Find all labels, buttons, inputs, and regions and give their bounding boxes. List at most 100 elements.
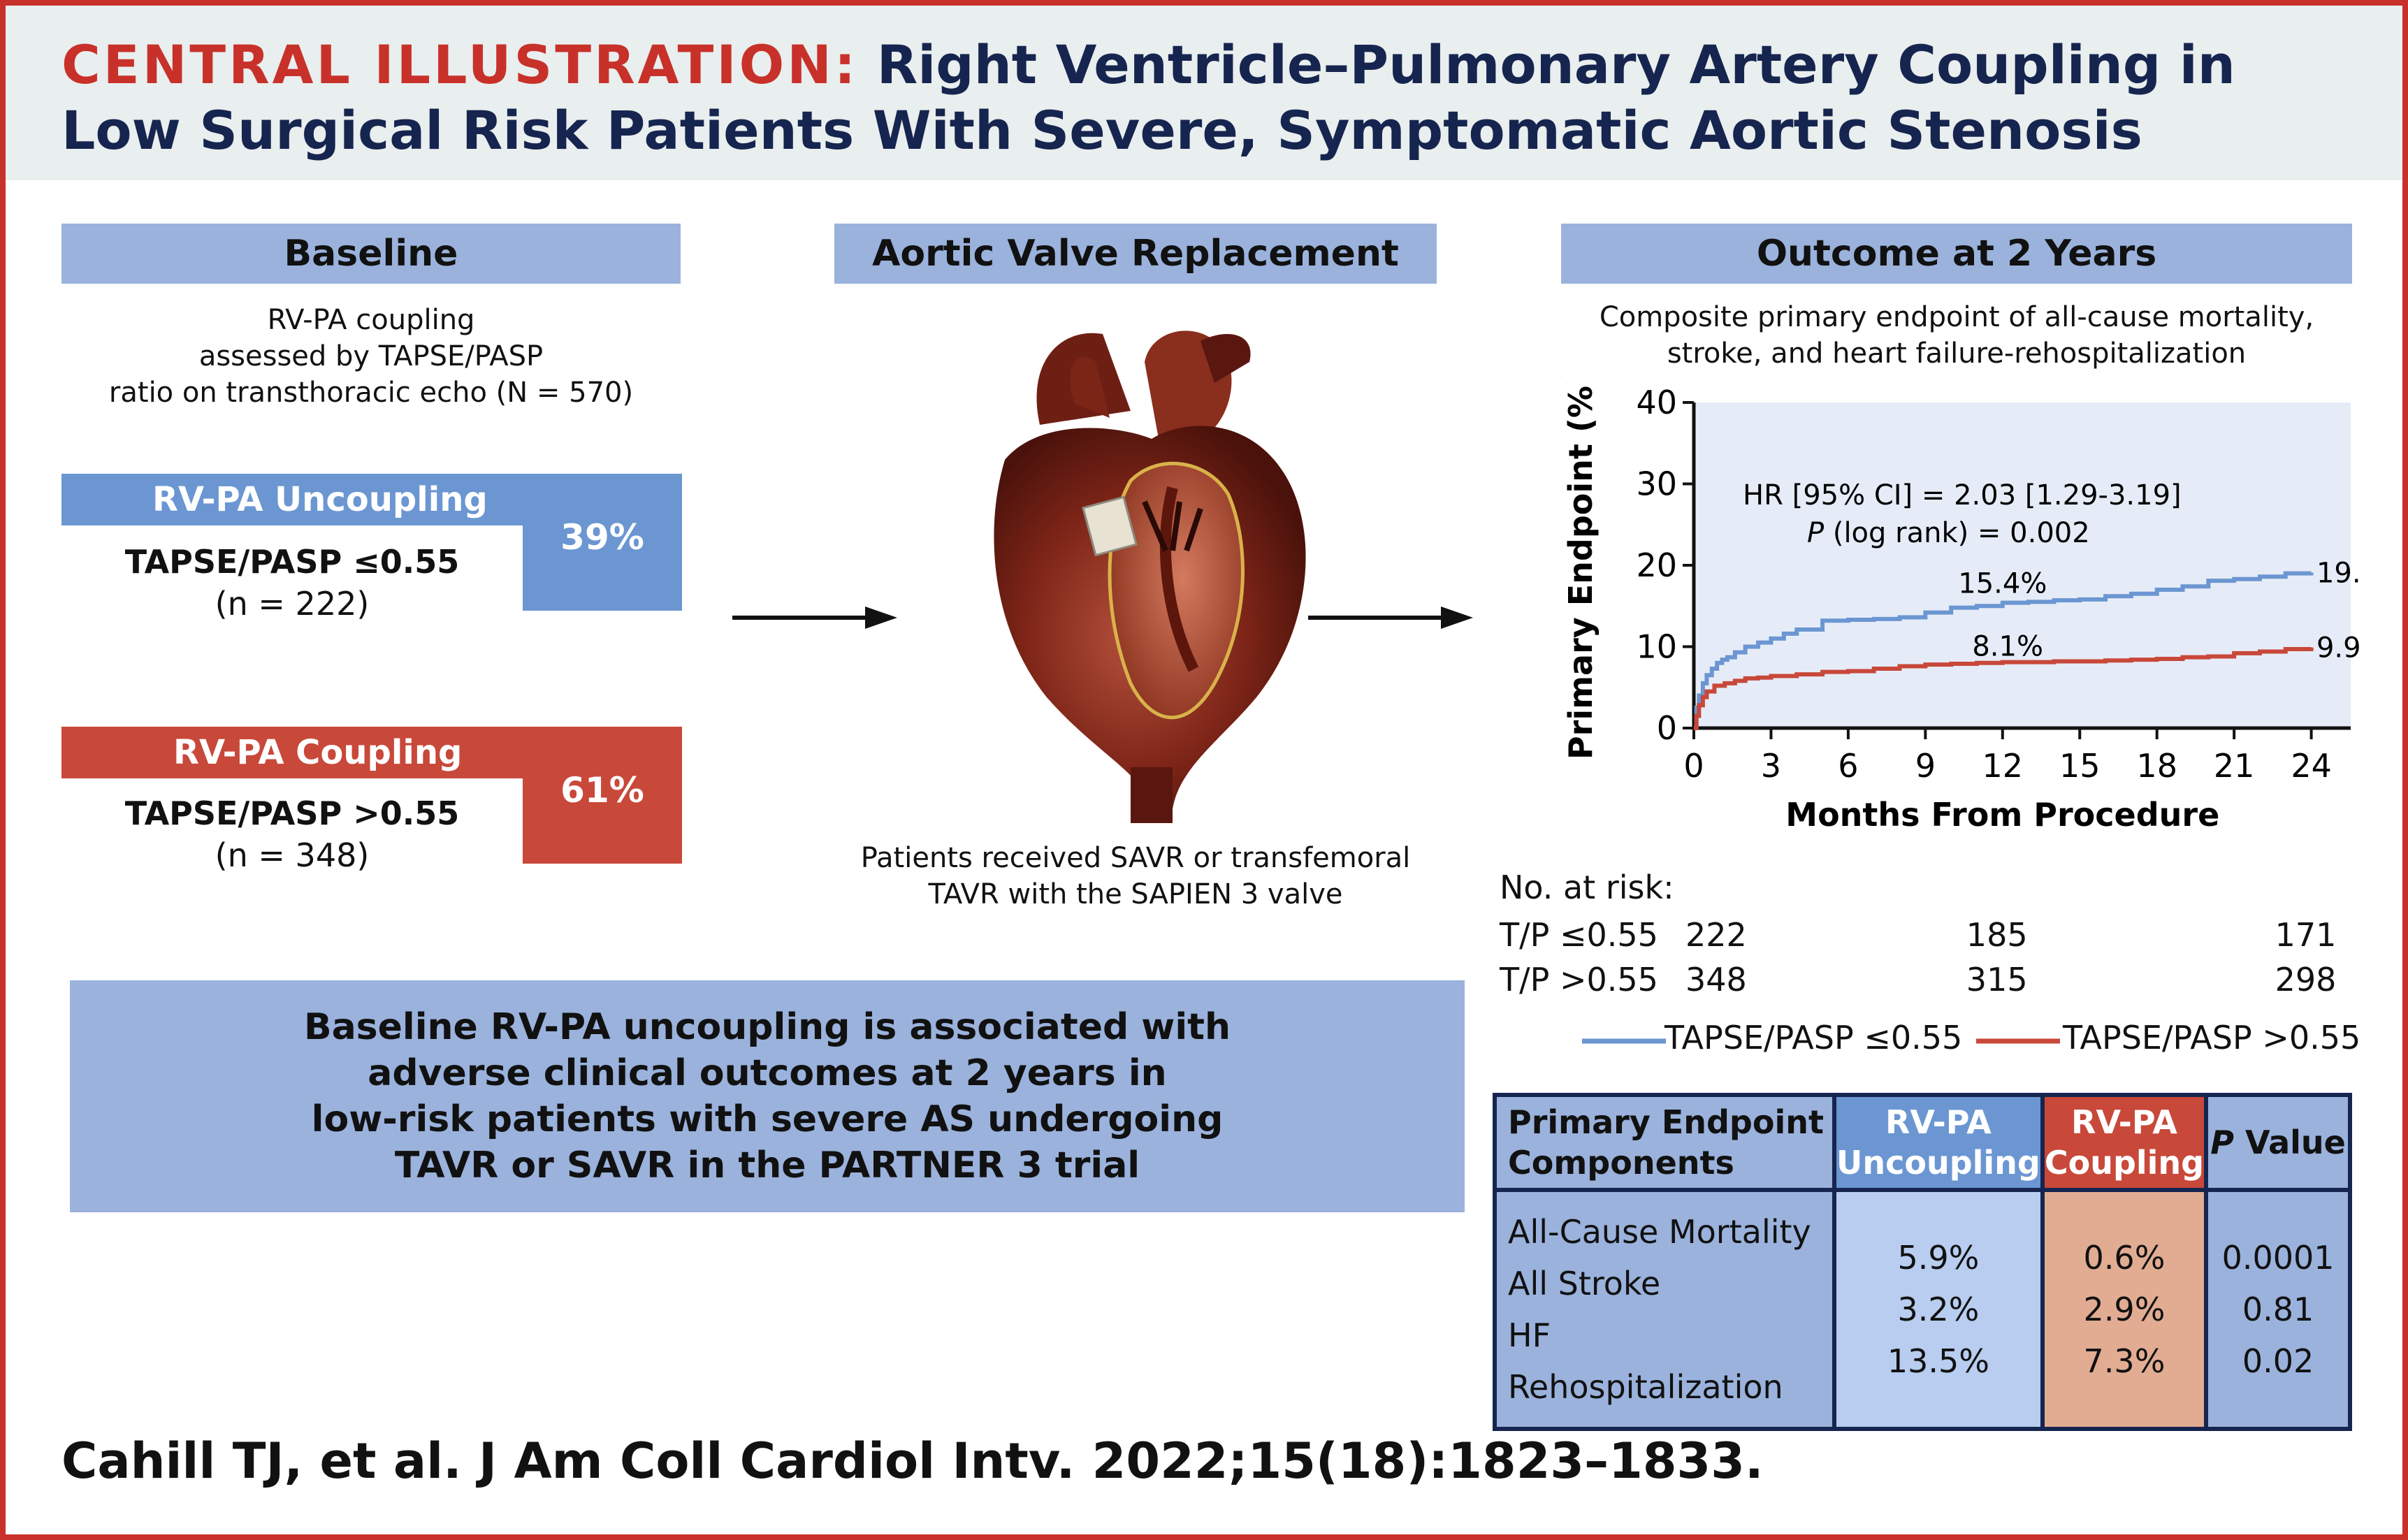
plot-background: [1694, 402, 2351, 728]
avr-caption-line: Patients received SAVR or transfemoral: [860, 842, 1411, 874]
y-tick-label: 10: [1636, 628, 1677, 666]
row-label: All-Cause Mortality: [1508, 1213, 1811, 1251]
p-italic: P: [1807, 517, 1825, 549]
p-value: 0.0001: [2221, 1239, 2335, 1277]
x-tick-label: 15: [2059, 747, 2101, 785]
outcome-description: Composite primary endpoint of all-cause …: [1561, 299, 2352, 372]
coupling-percent: 61%: [560, 770, 644, 811]
conclusion-box: Baseline RV-PA uncoupling is associated …: [70, 980, 1465, 1212]
header-p-rest: Value: [2233, 1124, 2346, 1161]
coupling-value: 7.3%: [2083, 1342, 2166, 1380]
hr-annotation: HR [95% CI] = 2.03 [1.29-3.19]: [1743, 479, 2182, 511]
series-line-uncoupling: [1694, 571, 2314, 730]
baseline-heading: Baseline: [61, 224, 681, 284]
header: CENTRAL ILLUSTRATION: Right Ventricle–Pu…: [6, 6, 2402, 180]
header-line: Components: [1508, 1144, 1734, 1182]
y-tick-label: 30: [1636, 465, 1677, 503]
legend-line-red: [1976, 1038, 2060, 1044]
uncoupling-label: RV-PA Uncoupling: [61, 474, 682, 525]
data-label: 9.9%: [2316, 632, 2360, 664]
legend-line-blue: [1582, 1038, 1666, 1044]
x-tick-label: 12: [1982, 747, 2024, 785]
p-value: 0.02: [2242, 1342, 2314, 1380]
risk-value: 171: [2275, 916, 2337, 954]
conclusion-line: adverse clinical outcomes at 2 years in: [368, 1052, 1167, 1094]
header-components: Primary Endpoint Components: [1493, 1093, 1836, 1192]
components-table: Primary Endpoint Components RV-PA Uncoup…: [1493, 1093, 2352, 1431]
risk-heading: No. at risk:: [1500, 869, 1674, 906]
row-label: All Stroke: [1508, 1265, 1661, 1302]
x-tick-label: 18: [2136, 747, 2177, 785]
coupling-label: RV-PA Coupling: [61, 727, 682, 778]
title-line-1: CENTRAL ILLUSTRATION: Right Ventricle–Pu…: [61, 32, 2347, 98]
legend-item-uncoupling: TAPSE/PASP ≤0.55: [1664, 1019, 1963, 1056]
header-p-italic: P: [2210, 1124, 2234, 1161]
uncoupling-cell: 5.9% 3.2% 13.5%: [1832, 1188, 2045, 1431]
uncoupling-criteria: TAPSE/PASP ≤0.55 (n = 222): [75, 541, 509, 625]
conclusion-line: low-risk patients with severe AS undergo…: [311, 1098, 1224, 1140]
baseline-desc-line: ratio on transthoracic echo (N = 570): [108, 377, 634, 409]
uncoupling-value: 13.5%: [1887, 1342, 1989, 1380]
y-axis-label: Primary Endpoint (%): [1562, 383, 1600, 760]
coupling-percent-box: 61%: [523, 773, 682, 864]
title-prefix: CENTRAL ILLUSTRATION:: [61, 34, 859, 96]
p-annotation: P (log rank) = 0.002: [1807, 517, 2090, 549]
baseline-description: RV-PA coupling assessed by TAPSE/PASP ra…: [61, 302, 681, 411]
table-body-row: All-Cause Mortality All Stroke HF Rehosp…: [1493, 1188, 2352, 1431]
title-line-2: Low Surgical Risk Patients With Severe, …: [61, 99, 2142, 161]
x-tick-label: 24: [2291, 747, 2332, 785]
title-text-1: Right Ventricle–Pulmonary Artery Couplin…: [876, 34, 2235, 96]
avr-caption-line: TAVR with the SAPIEN 3 valve: [928, 878, 1343, 910]
data-label: 15.4%: [1958, 568, 2047, 600]
header-p-value: P Value: [2204, 1093, 2352, 1192]
header-line: Coupling: [2044, 1144, 2205, 1182]
risk-row-label: T/P ≤0.55: [1500, 916, 1658, 954]
header-coupling: RV-PA Coupling: [2040, 1093, 2209, 1192]
avr-heading: Aortic Valve Replacement: [834, 224, 1437, 284]
legend-item-coupling: TAPSE/PASP >0.55: [2063, 1019, 2361, 1056]
table-header-row: Primary Endpoint Components RV-PA Uncoup…: [1493, 1093, 2352, 1192]
x-axis-label: Months From Procedure: [1785, 796, 2219, 834]
p-value-cell: 0.0001 0.81 0.02: [2204, 1188, 2352, 1431]
uncoupling-n: (n = 222): [215, 585, 370, 623]
header-line: RV-PA: [1885, 1103, 1992, 1141]
x-tick-label: 9: [1915, 747, 1936, 785]
series-line-coupling: [1694, 646, 2314, 730]
baseline-desc-line: assessed by TAPSE/PASP: [198, 340, 544, 372]
arrow-right-icon: [732, 606, 897, 629]
uncoupling-percent-box: 39%: [523, 520, 682, 611]
outcome-desc-line: Composite primary endpoint of all-cause …: [1599, 301, 2314, 333]
uncoupling-percent: 39%: [560, 517, 644, 558]
coupling-criterion: TAPSE/PASP >0.55: [124, 794, 460, 832]
p-rest: (log rank) = 0.002: [1824, 517, 2090, 549]
row-label: HF Rehospitalization: [1508, 1316, 1783, 1406]
coupling-n: (n = 348): [215, 836, 370, 874]
outcome-heading: Outcome at 2 Years: [1561, 224, 2352, 284]
y-tick-label: 0: [1657, 709, 1677, 747]
x-tick-label: 21: [2214, 747, 2255, 785]
avr-caption: Patients received SAVR or transfemoral T…: [834, 840, 1437, 913]
conclusion-line: TAVR or SAVR in the PARTNER 3 trial: [394, 1145, 1140, 1186]
risk-value: 315: [1966, 961, 2028, 998]
x-tick-label: 6: [1838, 747, 1858, 785]
coupling-cell: 0.6% 2.9% 7.3%: [2040, 1188, 2209, 1431]
citation: Cahill TJ, et al. J Am Coll Cardiol Intv…: [61, 1432, 1764, 1490]
p-value: 0.81: [2242, 1291, 2314, 1328]
km-chart: 0 10 20 30 40 0 3 6 9 12 15 18 21 24 Months From Proce…: [1562, 383, 2360, 834]
uncoupling-value: 5.9%: [1897, 1239, 1980, 1277]
conclusion-line: Baseline RV-PA uncoupling is associated …: [303, 1006, 1231, 1048]
heart-illustration-icon: [994, 330, 1306, 823]
data-label: 8.1%: [1972, 630, 2043, 662]
header-line: RV-PA: [2071, 1103, 2177, 1141]
risk-value: 222: [1685, 916, 1747, 954]
header-uncoupling: RV-PA Uncoupling: [1832, 1093, 2045, 1192]
x-tick-label: 3: [1761, 747, 1781, 785]
y-tick-label: 20: [1636, 546, 1677, 584]
uncoupling-value: 3.2%: [1897, 1291, 1980, 1328]
coupling-criteria: TAPSE/PASP >0.55 (n = 348): [75, 792, 509, 876]
row-labels-cell: All-Cause Mortality All Stroke HF Rehosp…: [1493, 1188, 1836, 1431]
arrow-right-icon: [1308, 606, 1473, 629]
risk-value: 348: [1685, 961, 1747, 998]
data-label: 19.1%: [2316, 557, 2360, 589]
